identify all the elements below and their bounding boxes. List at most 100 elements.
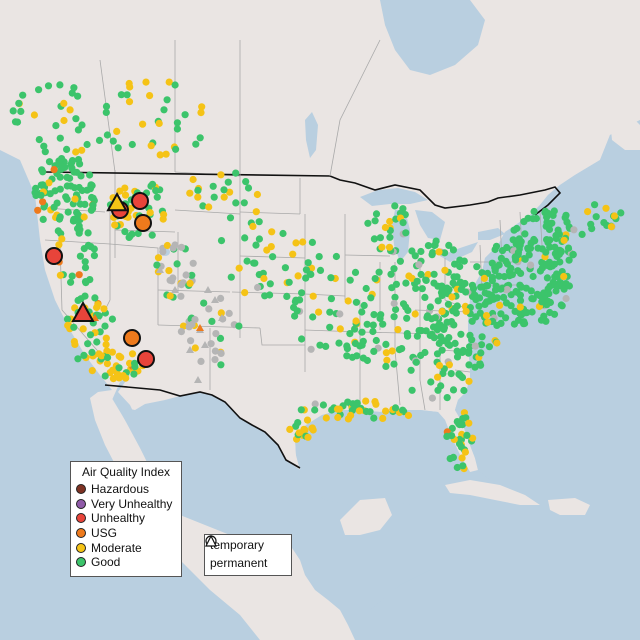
monitor-point[interactable] [241,234,249,242]
monitor-point[interactable] [395,346,403,354]
monitor-point[interactable] [382,349,390,357]
monitor-point[interactable] [517,269,525,277]
monitor-point[interactable] [402,303,410,311]
monitor-point[interactable] [205,203,213,211]
monitor-point[interactable] [464,349,473,357]
monitor-point[interactable] [530,207,538,216]
monitor-point[interactable] [359,354,367,362]
monitor-point[interactable] [417,351,425,360]
monitor-point[interactable] [294,272,302,280]
monitor-point[interactable] [457,330,465,338]
monitor-point[interactable] [308,238,316,246]
monitor-point[interactable] [208,317,216,325]
monitor-point[interactable] [382,340,390,348]
monitor-point[interactable] [370,347,378,355]
monitor-point[interactable] [546,308,554,317]
monitor-point[interactable] [484,318,492,326]
monitor-point[interactable] [254,283,262,292]
monitor-point[interactable] [131,363,139,371]
monitor-point[interactable] [307,345,315,353]
monitor-point[interactable] [45,158,54,166]
monitor-point[interactable] [459,462,467,470]
monitor-point[interactable] [121,228,129,236]
monitor-point[interactable] [326,308,334,316]
monitor-point[interactable] [429,323,438,331]
monitor-point[interactable] [423,313,431,321]
monitor-point[interactable] [376,234,384,242]
monitor-point[interactable] [427,378,435,386]
monitor-point[interactable] [396,257,404,265]
monitor-point[interactable] [477,341,486,349]
monitor-point[interactable] [460,386,468,395]
monitor-point[interactable] [377,311,385,319]
monitor-point[interactable] [511,253,519,261]
monitor-point[interactable] [56,185,64,193]
monitor-point[interactable] [156,151,164,159]
monitor-point[interactable] [39,198,47,206]
monitor-point[interactable] [424,270,432,279]
monitor-point[interactable] [488,277,496,285]
monitor-point[interactable] [17,107,25,115]
monitor-point[interactable] [64,208,72,216]
monitor-point[interactable] [94,301,102,309]
monitor-point[interactable] [19,91,27,99]
monitor-point[interactable] [83,140,91,149]
monitor-point[interactable] [60,99,68,107]
monitor-point[interactable] [11,118,20,126]
monitor-point[interactable] [115,364,123,372]
monitor-layer[interactable] [9,78,625,555]
monitor-point[interactable] [462,414,470,422]
monitor-point[interactable] [207,340,215,348]
monitor-point[interactable] [500,293,508,301]
monitor-point[interactable] [114,144,122,152]
monitor-point[interactable] [375,268,383,276]
monitor-point[interactable] [81,258,89,266]
monitor-point[interactable] [445,241,453,249]
monitor-point[interactable] [466,343,474,351]
monitor-point[interactable] [128,140,136,149]
monitor-point[interactable] [70,323,78,331]
monitor-point[interactable] [162,150,170,158]
monitor-point[interactable] [268,228,276,236]
monitor-point[interactable] [108,348,116,356]
monitor-point[interactable] [534,244,542,252]
monitor-point[interactable] [511,307,519,315]
monitor-point[interactable] [54,227,62,235]
monitor-point[interactable] [372,210,381,218]
monitor-point[interactable] [95,136,104,144]
monitor-point[interactable] [391,404,400,412]
monitor-point[interactable] [513,224,521,233]
monitor-point[interactable] [311,400,319,408]
monitor-point[interactable] [196,134,204,142]
monitor-point[interactable] [469,284,478,292]
monitor-point[interactable] [153,261,161,269]
monitor-point[interactable] [448,293,456,301]
monitor-point-permanent[interactable] [201,341,209,348]
monitor-point[interactable] [488,259,496,267]
monitor-point[interactable] [386,233,394,241]
monitor-point[interactable] [411,310,419,318]
monitor-point[interactable] [529,215,537,223]
monitor-point[interactable] [489,295,497,303]
monitor-point[interactable] [438,346,446,354]
monitor-point-permanent[interactable] [156,266,164,273]
monitor-point[interactable] [154,254,163,262]
monitor-point[interactable] [382,407,390,415]
monitor-point[interactable] [403,330,411,338]
monitor-point[interactable] [538,298,546,306]
monitor-point[interactable] [333,405,342,413]
monitor-point[interactable] [64,321,72,329]
monitor-point[interactable] [302,274,310,282]
monitor-point[interactable] [456,256,464,264]
monitor-point[interactable] [103,347,111,355]
monitor-point[interactable] [443,394,451,402]
monitor-point[interactable] [55,241,63,249]
monitor-point[interactable] [446,455,454,463]
monitor-point[interactable] [56,173,64,181]
monitor-point[interactable] [80,213,88,221]
monitor-point[interactable] [199,202,207,210]
monitor-point[interactable] [443,318,451,326]
monitor-point[interactable] [66,106,74,114]
monitor-point[interactable] [122,374,130,382]
monitor-point[interactable] [610,212,619,220]
